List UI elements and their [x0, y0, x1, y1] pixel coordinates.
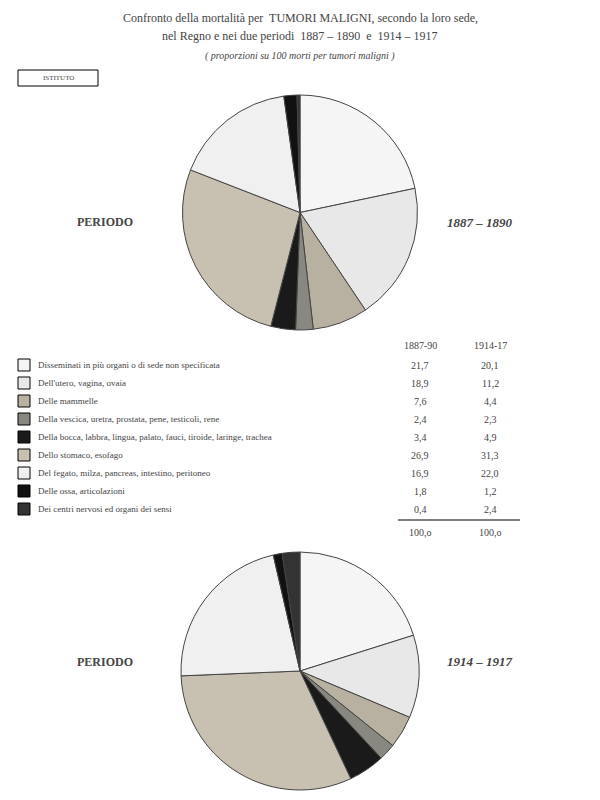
- svg-text:22,0: 22,0: [481, 468, 499, 479]
- svg-text:Dei centri nervosi ed organi d: Dei centri nervosi ed organi dei sensi: [38, 504, 172, 514]
- svg-text:16,9: 16,9: [411, 468, 429, 479]
- svg-text:1,2: 1,2: [484, 486, 497, 497]
- svg-text:Delle ossa, articolazioni: Delle ossa, articolazioni: [38, 486, 125, 496]
- svg-text:3,4: 3,4: [414, 432, 427, 443]
- svg-text:PERIODO: PERIODO: [77, 215, 133, 229]
- svg-text:20,1: 20,1: [481, 360, 499, 371]
- svg-text:Dell'utero, vagina, ovaia: Dell'utero, vagina, ovaia: [38, 378, 126, 388]
- svg-text:100,o: 100,o: [479, 527, 502, 538]
- svg-text:11,2: 11,2: [482, 378, 499, 389]
- svg-text:1,8: 1,8: [414, 486, 427, 497]
- svg-text:2,3: 2,3: [484, 414, 497, 425]
- svg-text:Del fegato, milza, pancreas, i: Del fegato, milza, pancreas, intestino, …: [38, 468, 211, 478]
- svg-text:( proporzioni su 100 morti per: ( proporzioni su 100 morti per tumori ma…: [205, 50, 395, 62]
- svg-text:nel Regno e nei due periodi 1: nel Regno e nei due periodi 1887 – 1890 …: [162, 29, 438, 43]
- svg-text:Disseminati in più organi o di: Disseminati in più organi o di sede non …: [38, 360, 220, 370]
- svg-text:PERIODO: PERIODO: [77, 655, 133, 669]
- svg-text:ISTITUTO: ISTITUTO: [43, 74, 74, 82]
- svg-text:Della vescica, uretra, prostat: Della vescica, uretra, prostata, pene, t…: [38, 414, 219, 424]
- svg-text:Della bocca, labbra, lingua, p: Della bocca, labbra, lingua, palato, fau…: [38, 432, 272, 442]
- svg-text:1914-17: 1914-17: [474, 340, 507, 351]
- svg-text:4,4: 4,4: [484, 396, 497, 407]
- svg-text:31,3: 31,3: [481, 450, 499, 461]
- svg-text:Delle mammelle: Delle mammelle: [38, 396, 98, 406]
- svg-text:2,4: 2,4: [414, 414, 427, 425]
- svg-text:1914 – 1917: 1914 – 1917: [447, 654, 513, 669]
- svg-text:4,9: 4,9: [484, 432, 497, 443]
- svg-text:100,o: 100,o: [409, 527, 432, 538]
- svg-text:7,6: 7,6: [414, 396, 427, 407]
- svg-text:1887 – 1890: 1887 – 1890: [447, 215, 513, 230]
- svg-text:Confronto della mortalità per: Confronto della mortalità per TUMORI MAL…: [123, 11, 478, 25]
- svg-text:26,9: 26,9: [411, 450, 429, 461]
- svg-text:2,4: 2,4: [484, 504, 497, 515]
- svg-text:21,7: 21,7: [411, 360, 429, 371]
- svg-text:18,9: 18,9: [411, 378, 429, 389]
- svg-text:Dello stomaco, esofago: Dello stomaco, esofago: [38, 450, 123, 460]
- svg-text:0,4: 0,4: [414, 504, 427, 515]
- svg-text:1887-90: 1887-90: [404, 340, 437, 351]
